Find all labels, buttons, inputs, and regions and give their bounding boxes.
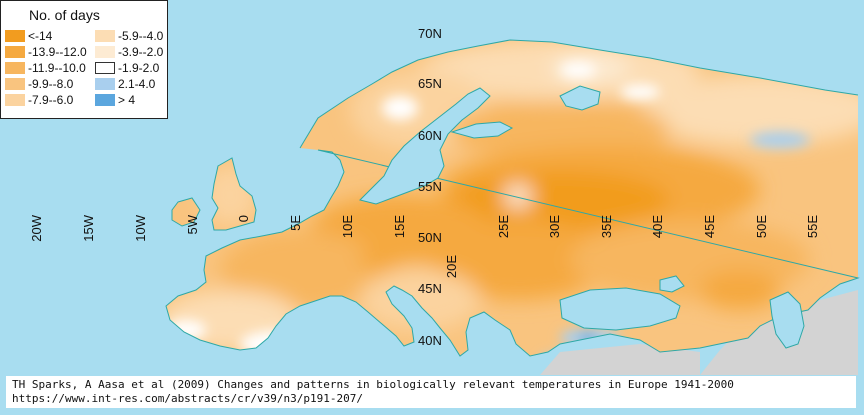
legend-label: > 4 xyxy=(118,93,136,107)
legend-swatch xyxy=(95,46,115,58)
longitude-label: 35E xyxy=(599,215,614,238)
longitude-label: 25E xyxy=(496,215,511,238)
longitude-label: 15E xyxy=(392,215,407,238)
legend-item: -3.9--2.0 xyxy=(95,45,163,59)
longitude-label: 50E xyxy=(754,215,769,238)
longitude-label: 45E xyxy=(702,215,717,238)
latitude-label: 45N xyxy=(418,281,442,296)
citation-caption: TH Sparks, A Aasa et al (2009) Changes a… xyxy=(6,376,856,408)
legend-item: > 4 xyxy=(95,93,135,107)
legend-swatch xyxy=(5,62,25,74)
legend-item: -5.9--4.0 xyxy=(95,29,163,43)
longitude-label: 5E xyxy=(288,215,303,231)
latitude-label: 70N xyxy=(418,26,442,41)
legend-swatch xyxy=(5,30,25,42)
latitude-label: 55N xyxy=(418,179,442,194)
legend-item: -7.9--6.0 xyxy=(5,93,73,107)
legend-swatch xyxy=(5,78,25,90)
citation-url: https://www.int-res.com/abstracts/cr/v39… xyxy=(12,392,363,405)
legend-label: -11.9--10.0 xyxy=(28,61,86,75)
legend-swatch xyxy=(95,30,115,42)
latitude-label: 60N xyxy=(418,128,442,143)
legend-item: -11.9--10.0 xyxy=(5,61,86,75)
longitude-label: 20E xyxy=(444,255,459,278)
legend-label: -9.9--8.0 xyxy=(28,77,74,91)
legend-title: No. of days xyxy=(29,7,100,23)
legend-label: -1.9-2.0 xyxy=(118,61,160,75)
legend-label: -5.9--4.0 xyxy=(118,29,164,43)
longitude-label: 10W xyxy=(133,214,148,241)
legend-label: -7.9--6.0 xyxy=(28,93,74,107)
legend-swatch xyxy=(5,46,25,58)
longitude-label: 30E xyxy=(547,215,562,238)
legend-item: -1.9-2.0 xyxy=(95,61,159,75)
longitude-label: 20W xyxy=(29,214,44,241)
legend-swatch xyxy=(95,94,115,106)
latitude-label: 40N xyxy=(418,333,442,348)
legend-label: 2.1-4.0 xyxy=(118,77,156,91)
longitude-label: 55E xyxy=(805,215,820,238)
legend-item: <-14 xyxy=(5,29,52,43)
legend-item: -13.9--12.0 xyxy=(5,45,87,59)
longitude-label: 5W xyxy=(185,214,200,234)
longitude-label: 15W xyxy=(81,214,96,241)
latitude-label: 65N xyxy=(418,76,442,91)
legend-swatch xyxy=(95,62,115,74)
legend-item: 2.1-4.0 xyxy=(95,77,155,91)
legend-swatch xyxy=(95,78,115,90)
inland-seas xyxy=(359,85,805,349)
coastline xyxy=(165,39,860,357)
legend-swatch xyxy=(5,94,25,106)
legend-label: -13.9--12.0 xyxy=(28,45,87,59)
latitude-labels: 70N 65N 60N 55N 50N 45N 40N xyxy=(418,26,442,348)
legend-item: -9.9--8.0 xyxy=(5,77,73,91)
longitude-label: 10E xyxy=(340,215,355,238)
longitude-label: 0 xyxy=(236,215,251,222)
latitude-label: 50N xyxy=(418,230,442,245)
legend-label: -3.9--2.0 xyxy=(118,45,164,59)
citation-text: TH Sparks, A Aasa et al (2009) Changes a… xyxy=(12,378,734,391)
legend-label: <-14 xyxy=(28,29,53,43)
legend: No. of days <-14 -13.9--12.0 -11.9--10.0 -9… xyxy=(0,0,168,119)
longitude-labels: 20W 15W 10W 5W 0 5E 10E 15E 20E 25E 30E 35E 40E 45E 50… xyxy=(29,214,820,278)
longitude-label: 40E xyxy=(650,215,665,238)
